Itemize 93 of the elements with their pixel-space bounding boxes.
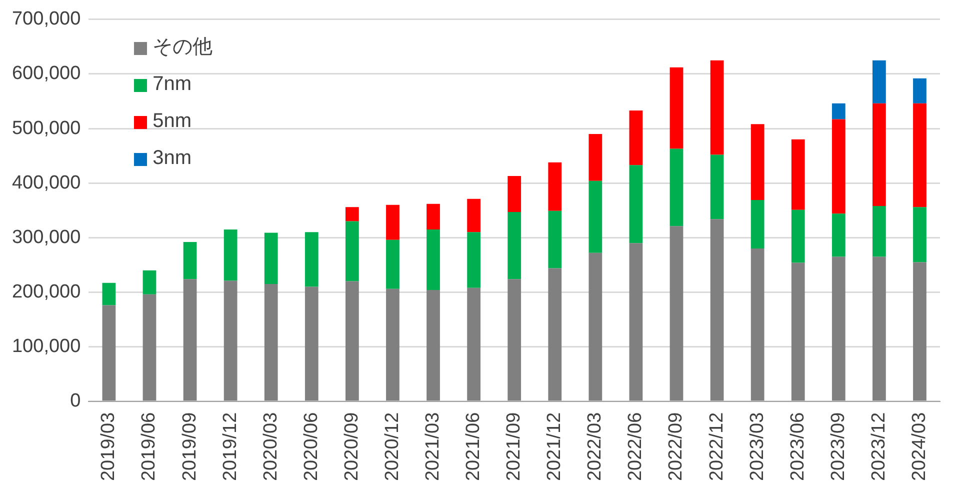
legend-label: 7nm	[152, 73, 192, 96]
bar	[548, 162, 562, 211]
x-tick-label: 2021/09	[504, 412, 525, 482]
legend-label: 5nm	[152, 110, 192, 132]
bar	[710, 60, 724, 155]
x-tick-label: 2020/12	[382, 412, 403, 482]
bar	[224, 229, 238, 281]
bar	[629, 243, 643, 401]
x-tick-label: 2019/12	[220, 412, 241, 482]
bar	[670, 148, 684, 226]
bar	[386, 240, 400, 289]
bar	[710, 154, 724, 220]
y-tick-label: 0	[70, 390, 81, 412]
bar	[791, 262, 805, 401]
x-tick-label: 2023/09	[828, 412, 849, 482]
bar	[426, 229, 440, 290]
bar	[588, 134, 602, 181]
bar	[832, 103, 846, 120]
bar	[467, 232, 480, 288]
bar	[872, 103, 886, 206]
x-tick-label: 2022/03	[584, 412, 606, 482]
bar	[872, 206, 886, 257]
bar	[142, 270, 156, 294]
x-tick-label: 2020/09	[341, 412, 362, 482]
x-tick-label: 2023/06	[787, 412, 808, 482]
x-tick-label: 2020/06	[300, 412, 322, 482]
bar	[467, 288, 480, 401]
x-tick-label: 2022/09	[666, 412, 687, 482]
bar	[345, 207, 359, 222]
bar	[508, 176, 522, 212]
x-tick-label: 2021/03	[422, 412, 444, 482]
x-tick-label: 2020/03	[260, 412, 282, 482]
x-tick-label: 2019/06	[138, 412, 160, 482]
bar	[183, 279, 197, 401]
bar	[750, 200, 764, 249]
bar	[832, 256, 846, 401]
bar	[386, 204, 400, 240]
bar	[670, 67, 684, 149]
bar	[791, 139, 805, 210]
bar	[913, 207, 926, 262]
y-tick-label: 500,000	[12, 118, 81, 139]
x-tick-label: 2023/12	[868, 412, 890, 482]
bar	[913, 103, 926, 208]
bar	[832, 119, 846, 214]
x-tick-label: 2022/06	[625, 412, 646, 482]
bar	[588, 252, 602, 401]
bar	[750, 248, 764, 401]
bar	[304, 286, 318, 401]
bar	[872, 60, 886, 104]
bar	[304, 232, 318, 287]
y-tick-label: 100,000	[12, 336, 81, 357]
bar	[629, 165, 643, 244]
bar	[913, 262, 926, 401]
y-tick-label: 300,000	[12, 226, 81, 248]
bar	[102, 282, 116, 306]
x-tick-label: 2019/03	[98, 412, 120, 482]
bar	[467, 198, 480, 232]
x-tick-label: 2024/03	[908, 412, 930, 482]
bar	[508, 212, 522, 280]
bar	[548, 268, 562, 401]
bar	[710, 219, 724, 401]
x-tick-label: 2019/09	[179, 412, 200, 482]
bar	[426, 290, 440, 401]
x-tick-label: 2022/12	[706, 412, 728, 482]
legend-label: 3nm	[152, 147, 192, 170]
bar	[629, 110, 643, 166]
bar	[264, 284, 278, 401]
bar	[183, 242, 197, 280]
bar	[913, 78, 926, 104]
x-tick-label: 2023/03	[746, 412, 768, 482]
bar	[750, 124, 764, 200]
bar	[345, 281, 359, 401]
bar	[345, 221, 359, 282]
bar	[426, 204, 440, 230]
bar	[832, 214, 846, 257]
bar	[386, 288, 400, 401]
bar	[264, 232, 278, 284]
bar	[102, 305, 116, 401]
y-tick-label: 700,000	[12, 8, 81, 30]
bar	[508, 279, 522, 401]
bar	[548, 210, 562, 268]
y-tick-label: 600,000	[12, 63, 81, 84]
bar	[224, 280, 238, 401]
bar	[872, 256, 886, 401]
x-tick-label: 2021/06	[463, 412, 484, 482]
bar	[670, 226, 684, 401]
legend-label: その他	[152, 36, 213, 58]
bar	[791, 210, 805, 263]
y-tick-label: 200,000	[12, 281, 81, 302]
y-tick-label: 400,000	[12, 172, 81, 194]
bar	[588, 180, 602, 253]
x-tick-label: 2021/12	[544, 412, 566, 482]
bar	[142, 294, 156, 401]
